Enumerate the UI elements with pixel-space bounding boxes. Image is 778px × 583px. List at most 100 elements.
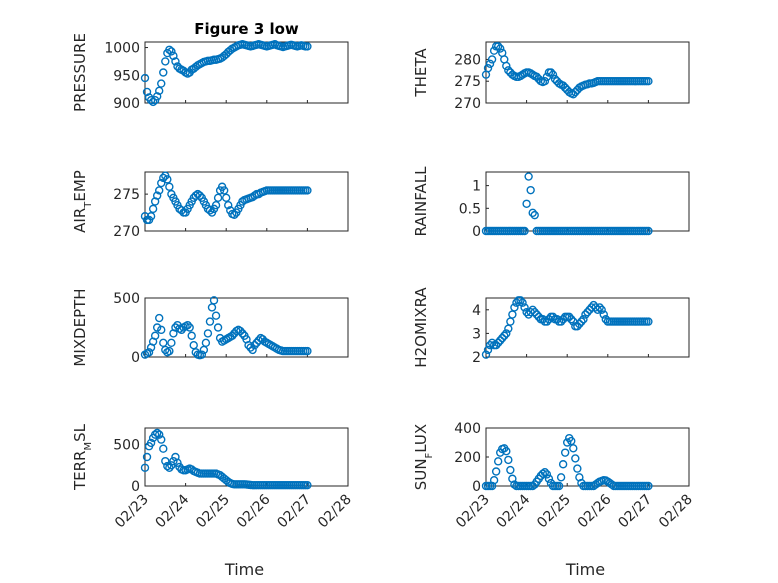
y-tick-label: 0.5 [459,201,481,217]
data-point [579,315,588,324]
data-point [544,315,554,324]
data-point [520,303,529,312]
data-point [573,464,582,473]
data-point [303,42,312,51]
y-tick-label: 275 [454,74,481,90]
y-tick-label: 0 [472,479,481,495]
data-point [159,444,168,453]
data-point [163,175,172,184]
data-point [146,438,156,448]
data-point [195,191,205,200]
data-point [548,70,558,79]
y-tick-label: 900 [113,96,140,112]
y-axis-label: SUNFLUX [412,424,435,490]
data-point [167,338,176,348]
data-point [483,63,493,73]
y-axis-label: H2OMIXRA [412,287,430,368]
y-axis-label: MIXDEPTH [71,288,89,366]
data-point [161,345,170,355]
data-point [528,305,537,314]
data-point [236,326,245,336]
data-point [512,298,521,307]
y-tick-label: 500 [113,438,140,454]
data-point [140,73,150,83]
data-point [500,331,509,340]
data-point [520,226,529,236]
data-point [209,296,219,305]
data-point [563,438,572,447]
data-point [165,346,174,356]
data-point [303,346,312,356]
data-point [248,345,257,355]
data-point [581,310,590,319]
data-point [205,317,215,326]
y-tick-label: 200 [454,450,481,466]
data-point [565,312,574,322]
axes-mixdepth: 0 500 MIXDEPTH [71,288,349,367]
axes-air_temp: 270 275 AIRTEMP [71,170,349,240]
data-point [528,208,537,218]
data-point [152,191,162,200]
data-point [171,57,180,66]
data-point [152,92,162,101]
data-point [148,97,158,107]
data-point [165,463,174,472]
data-point [491,341,501,350]
data-point [599,310,608,319]
data-point [534,312,543,322]
data-point [569,444,578,453]
data-point [502,447,511,456]
data-point [493,338,503,348]
data-point [203,329,213,338]
data-point [142,87,152,97]
data-point [169,456,178,466]
y-tick-label: 275 [113,187,140,203]
data-point [148,204,158,214]
data-point [483,345,493,355]
data-point [644,317,653,326]
data-point [142,452,152,462]
data-point [197,350,207,359]
data-point [230,210,239,219]
y-tick-label: 400 [454,421,481,437]
data-point [524,172,533,181]
data-point [567,436,576,446]
y-tick-label: 1000 [104,41,140,57]
data-point [161,456,170,466]
y-tick-label: 280 [454,52,481,68]
data-point [493,457,503,466]
data-point [487,55,497,64]
data-point [567,315,576,324]
data-point [155,186,164,195]
data-point [185,323,194,332]
data-point [173,458,182,467]
data-point [538,315,548,324]
data-point [491,467,501,476]
data-point [165,182,174,191]
data-point [575,319,584,329]
data-point [146,96,156,105]
data-point [187,331,196,340]
chart-title: Figure 3 low [194,20,299,38]
data-point [157,435,166,444]
y-tick-label: 0 [472,224,481,240]
data-point [211,311,221,320]
y-axis-label: PRESSURE [71,33,89,112]
axes-h2omixra: 2 3 4 H2OMIXRA [412,287,690,368]
x-axis-label: Time [224,560,264,579]
data-point [165,45,174,54]
y-tick-label: 2 [472,350,481,366]
data-point [571,454,580,463]
data-point [573,322,582,331]
data-point [152,323,162,332]
data-point [504,455,513,465]
y-axis-label: TERRMSL [71,423,94,491]
y-axis-label: AIRTEMP [71,170,94,233]
data-point [155,86,164,96]
data-point [167,47,176,56]
data-point [542,317,552,326]
data-point [246,343,255,352]
y-axis-label: THETA [412,48,430,98]
data-point [560,448,570,457]
